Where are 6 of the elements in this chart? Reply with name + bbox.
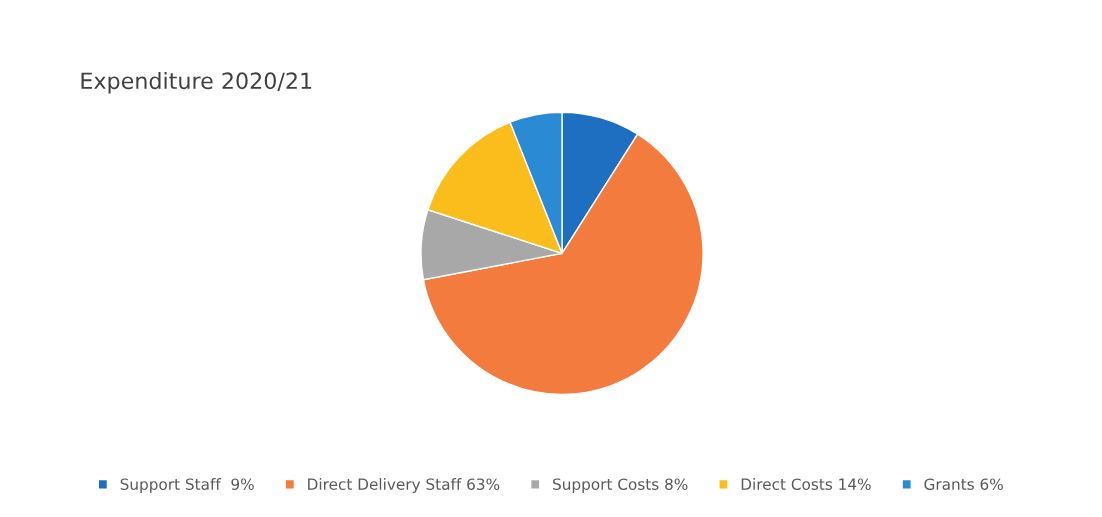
legend-label: Grants 6%	[924, 478, 1003, 490]
legend-label: Support Staff 9%	[120, 478, 254, 493]
legend-label: Support Costs 8%	[553, 478, 688, 493]
legend-label: Direct Delivery Staff 63%	[308, 478, 500, 493]
legend-label: Direct Costs 14%	[741, 478, 871, 490]
chart-title: Expenditure 2020/21	[81, 71, 312, 94]
